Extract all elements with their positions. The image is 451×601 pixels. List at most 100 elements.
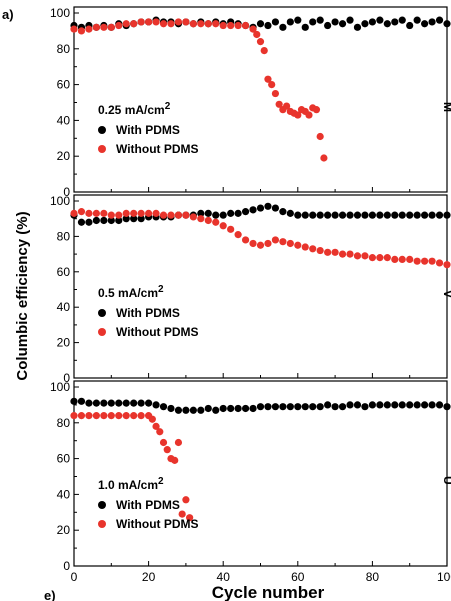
condition-label: 0.25 mA/cm2 — [98, 101, 171, 117]
with-pdms-point — [286, 403, 294, 411]
without-pdms-point — [398, 255, 406, 264]
without-pdms-point — [256, 241, 265, 249]
y-axis-title: Columbic efficiency (%) — [14, 211, 31, 380]
with-pdms-point — [241, 208, 250, 216]
without-pdms-point — [148, 415, 156, 423]
with-pdms-point — [361, 211, 369, 219]
condition-label: 1.0 mA/cm2 — [98, 476, 164, 492]
with-pdms-point — [443, 20, 451, 28]
without-pdms-point — [163, 446, 171, 454]
with-pdms-point — [301, 23, 309, 31]
x-axis-title: Cycle number — [212, 583, 325, 601]
without-pdms-point — [212, 20, 220, 28]
without-pdms-point — [316, 132, 324, 141]
without-pdms-point — [241, 21, 250, 30]
with-pdms-point — [428, 18, 436, 26]
x-tick-label: 20 — [142, 570, 156, 584]
with-pdms-point — [279, 23, 287, 31]
with-pdms-point — [227, 404, 235, 413]
without-pdms-point — [145, 18, 153, 26]
y-tick-label: 0 — [63, 559, 70, 573]
with-pdms-point — [286, 209, 294, 217]
with-pdms-point — [324, 401, 332, 409]
condition-superscript: 2 — [158, 476, 164, 487]
with-pdms-point — [256, 403, 265, 411]
with-pdms-point — [428, 401, 436, 409]
without-pdms-point — [234, 231, 242, 239]
with-pdms-point — [286, 18, 294, 26]
with-pdms-point — [256, 20, 265, 28]
with-pdms-point — [391, 18, 399, 26]
y-tick-label: 0 — [63, 371, 70, 385]
without-pdms-point — [368, 254, 376, 262]
with-pdms-point — [413, 211, 421, 219]
without-pdms-point — [283, 102, 291, 110]
legend-marker — [98, 126, 106, 134]
without-pdms-point — [70, 412, 78, 420]
without-pdms-point — [145, 209, 153, 217]
with-pdms-point — [107, 399, 115, 407]
with-pdms-point — [264, 202, 272, 210]
condition-superscript: 2 — [158, 284, 164, 295]
with-pdms-point — [234, 209, 242, 217]
with-pdms-point — [301, 403, 309, 411]
with-pdms-point — [428, 211, 436, 219]
with-pdms-point — [383, 211, 391, 219]
with-pdms-point — [398, 211, 406, 219]
without-pdms-point — [346, 250, 354, 258]
with-pdms-point — [413, 16, 421, 24]
without-pdms-point — [152, 422, 160, 430]
without-pdms-point — [320, 154, 328, 162]
without-pdms-point — [178, 510, 186, 518]
without-pdms-point — [100, 412, 108, 420]
without-pdms-point — [174, 438, 183, 447]
with-pdms-point — [368, 18, 376, 26]
without-pdms-point — [260, 46, 268, 55]
y-tick-label: 100 — [50, 380, 70, 394]
with-pdms-point — [271, 18, 280, 26]
with-pdms-point — [338, 403, 347, 411]
without-pdms-point — [130, 20, 138, 28]
without-pdms-point — [312, 106, 321, 114]
without-pdms-point — [253, 30, 261, 39]
with-pdms-point — [316, 16, 324, 24]
with-pdms-point — [406, 21, 414, 30]
without-pdms-point — [435, 259, 444, 267]
with-pdms-point — [115, 399, 123, 407]
with-pdms-point — [301, 211, 309, 219]
without-pdms-point — [137, 209, 145, 217]
without-pdms-point — [413, 257, 421, 265]
y-tick-label: 40 — [57, 113, 71, 127]
with-pdms-point — [279, 208, 287, 216]
without-pdms-point — [159, 20, 168, 28]
without-pdms-point — [268, 81, 276, 89]
with-pdms-point — [182, 406, 190, 414]
panel-label-e: e) — [44, 588, 56, 601]
with-pdms-point — [406, 401, 414, 409]
without-pdms-point — [338, 250, 347, 258]
without-pdms-point — [271, 236, 280, 244]
with-pdms-point — [421, 211, 429, 219]
with-pdms-point — [443, 211, 451, 219]
with-pdms-point — [77, 397, 86, 405]
without-pdms-point — [249, 25, 257, 33]
without-pdms-point — [391, 255, 399, 264]
without-pdms-point — [204, 216, 212, 225]
without-pdms-point — [443, 261, 451, 269]
x-tick-label: 0 — [71, 570, 78, 584]
with-pdms-point — [197, 406, 205, 414]
without-pdms-point — [137, 412, 145, 420]
without-pdms-point — [234, 21, 242, 30]
without-pdms-point — [353, 252, 362, 260]
with-pdms-point — [294, 16, 302, 24]
with-pdms-point — [241, 404, 250, 413]
without-pdms-point — [92, 23, 100, 31]
condition-value: 1.0 mA/cm — [98, 478, 158, 492]
without-pdms-point — [256, 38, 265, 46]
with-pdms-point — [391, 401, 399, 409]
y-tick-label: 20 — [57, 149, 71, 163]
without-pdms-point — [182, 496, 190, 504]
without-pdms-point — [115, 21, 123, 30]
